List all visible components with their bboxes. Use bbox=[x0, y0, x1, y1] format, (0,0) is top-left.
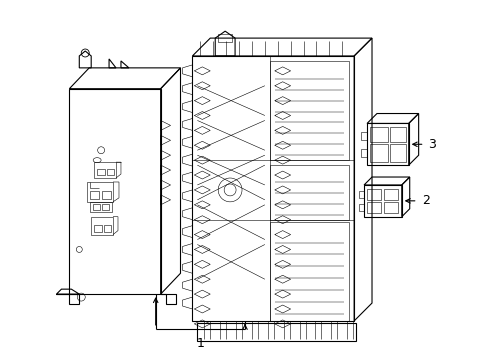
Bar bbox=[91, 217, 113, 235]
Bar bbox=[94, 162, 116, 178]
Bar bbox=[359, 204, 364, 211]
Bar bbox=[270, 165, 349, 220]
Bar bbox=[102, 204, 109, 210]
Bar bbox=[102, 191, 111, 199]
Bar bbox=[384, 202, 398, 213]
Bar bbox=[104, 225, 111, 231]
Bar bbox=[270, 61, 349, 160]
Bar bbox=[197, 323, 356, 341]
Bar bbox=[361, 149, 367, 157]
Bar bbox=[359, 191, 364, 198]
Bar bbox=[270, 222, 349, 321]
Text: 2: 2 bbox=[421, 194, 430, 207]
Bar bbox=[390, 127, 406, 142]
Bar bbox=[390, 144, 406, 162]
Bar bbox=[94, 225, 102, 231]
Bar bbox=[90, 191, 99, 199]
Bar bbox=[87, 182, 113, 202]
Bar bbox=[107, 169, 114, 175]
Text: 3: 3 bbox=[429, 138, 437, 151]
Bar bbox=[367, 202, 381, 213]
Text: 1: 1 bbox=[196, 337, 204, 350]
Bar bbox=[218, 34, 232, 42]
Bar bbox=[367, 189, 381, 200]
Bar bbox=[370, 144, 388, 162]
Bar bbox=[97, 169, 105, 175]
Bar bbox=[93, 204, 100, 210]
Bar bbox=[90, 202, 112, 212]
Bar bbox=[361, 132, 367, 140]
Bar bbox=[370, 127, 388, 142]
Bar bbox=[384, 189, 398, 200]
